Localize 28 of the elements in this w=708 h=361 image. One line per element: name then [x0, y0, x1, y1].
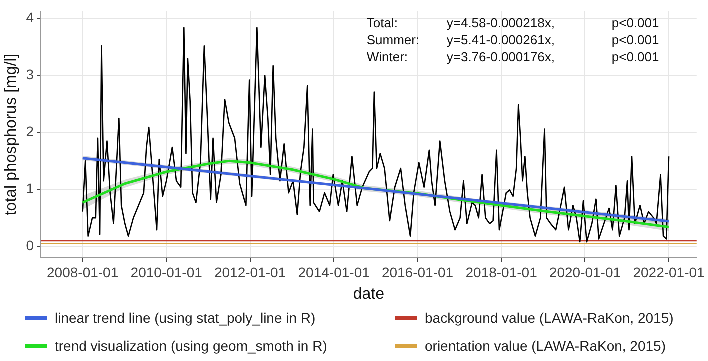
x-tick-label: 2020-01-01	[549, 264, 622, 280]
legend-label: orientation value (LAWA-RaKon, 2015)	[425, 338, 666, 354]
annotation: Winter:	[366, 49, 408, 64]
legend-label: trend visualization (using geom_smoth in R)	[55, 338, 328, 354]
y-tick-label: 3	[26, 66, 34, 83]
annotation: y=4.58-0.000218x,	[446, 15, 555, 30]
legend-label: linear trend line (using stat_poly_line in R)	[55, 310, 316, 326]
annotation: y=3.76-0.000176x,	[446, 49, 555, 64]
x-tick-label: 2012-01-01	[214, 264, 286, 280]
annotation: Summer:	[366, 32, 420, 48]
y-axis-title: total phosphorus [mg/l]	[3, 54, 20, 216]
annotation: p<0.001	[612, 49, 660, 64]
y-tick-label: 1	[26, 180, 34, 197]
annotation: p<0.001	[612, 32, 660, 48]
x-tick-label: 2018-01-01	[466, 264, 538, 280]
x-tick-label: 2010-01-01	[130, 264, 203, 280]
annotation: Total:	[366, 15, 398, 30]
annotation: y=5.41-0.000261x,	[446, 32, 555, 48]
annotation: p<0.001	[612, 15, 660, 30]
x-tick-label: 2016-01-01	[382, 264, 454, 280]
y-tick-label: 0	[26, 237, 34, 254]
y-tick-label: 2	[26, 124, 34, 140]
y-tick-label: 4	[26, 10, 34, 26]
x-tick-label: 2014-01-01	[298, 264, 370, 280]
x-tick-label: 2022-01-01	[633, 264, 706, 280]
x-tick-label: 2008-01-01	[47, 264, 119, 280]
legend-label: background value (LAWA-RaKon, 2015)	[425, 310, 674, 326]
x-axis-title: date	[353, 286, 385, 303]
